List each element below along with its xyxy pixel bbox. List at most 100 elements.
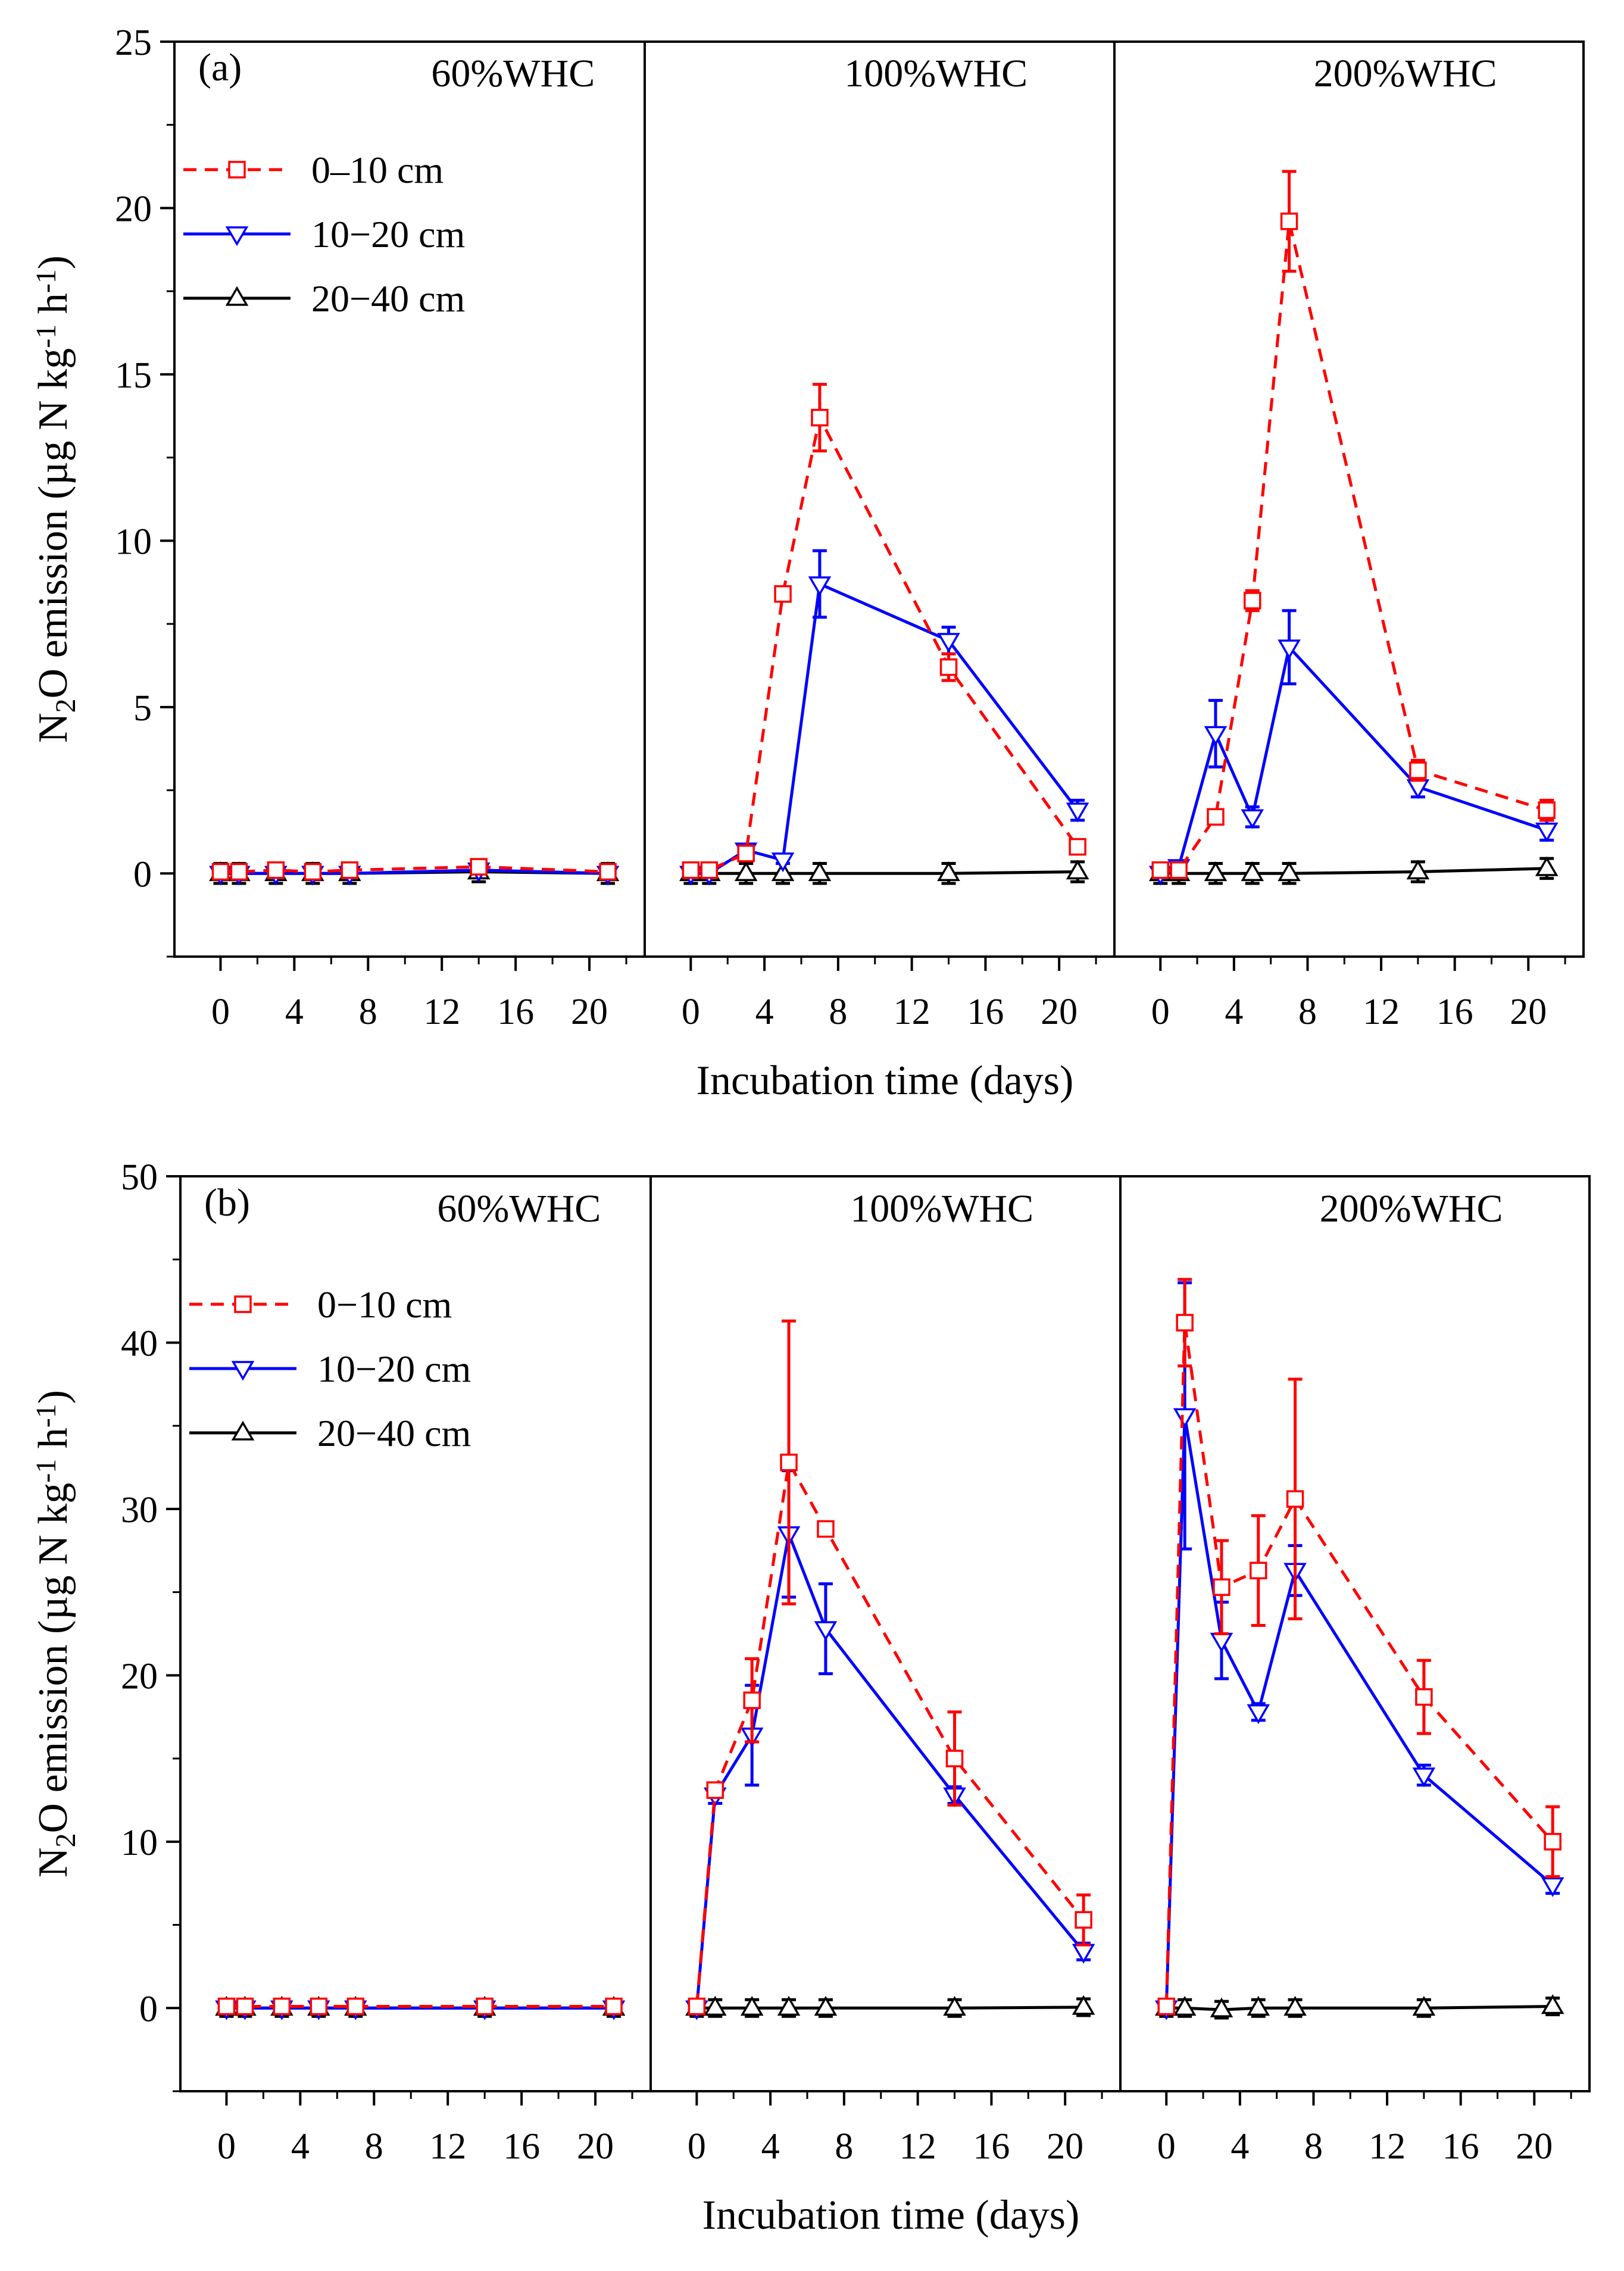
panel-60-pct-whc: 60%WHC 0 4 8 12 16 20 bbox=[215, 1187, 633, 2167]
x-tick-label: 8 bbox=[1304, 2126, 1323, 2167]
x-tick-label: 12 bbox=[1363, 992, 1400, 1032]
data-point bbox=[1213, 1578, 1231, 1597]
y-tick-label: 10 bbox=[115, 521, 152, 562]
panel-200-pct-whc: 200%WHC 0 4 8 12 16 20 bbox=[1148, 52, 1566, 1032]
data-point bbox=[682, 861, 700, 879]
panel-200-pct-whc: 200%WHC 0 4 8 12 16 20 bbox=[1154, 1187, 1572, 2167]
x-tick-label: 0 bbox=[1157, 2126, 1176, 2167]
y-tick-label: 20 bbox=[121, 1656, 158, 1697]
x-tick-label: 4 bbox=[1231, 2126, 1249, 2167]
x-tick-label: 8 bbox=[365, 2126, 383, 2167]
y-tick-label: 20 bbox=[115, 189, 152, 229]
data-point bbox=[1066, 860, 1089, 880]
legend: 0−10 cm 10−20 cm 20−40 cm bbox=[189, 1283, 471, 1454]
x-tick-label: 20 bbox=[1510, 992, 1547, 1032]
data-point bbox=[1406, 860, 1430, 880]
series-20-40-cm bbox=[685, 1995, 1095, 2018]
series-0-10-cm bbox=[1157, 1277, 1561, 2016]
plot-frame bbox=[173, 40, 1585, 958]
series-line bbox=[1164, 1414, 1554, 2008]
data-point bbox=[943, 1995, 966, 2016]
x-tick-label: 12 bbox=[1369, 2126, 1406, 2167]
y-tick-label: 40 bbox=[121, 1323, 158, 1364]
x-tick-label: 0 bbox=[688, 2126, 706, 2167]
data-point bbox=[273, 1997, 291, 2016]
x-tick-label: 12 bbox=[429, 2126, 466, 2167]
data-point bbox=[743, 1691, 761, 1710]
x-tick-label: 16 bbox=[503, 2126, 540, 2167]
x-axis-title: Incubation time (days) bbox=[697, 1058, 1074, 1104]
data-point bbox=[1412, 1767, 1436, 1788]
x-tick-label: 12 bbox=[900, 2126, 936, 2167]
panel-title: 100%WHC bbox=[844, 52, 1028, 95]
x-axis-title: Incubation time (days) bbox=[702, 2192, 1080, 2238]
data-point bbox=[814, 1995, 838, 2016]
data-point bbox=[817, 1520, 835, 1538]
data-point bbox=[704, 1995, 727, 2016]
data-point bbox=[1412, 1995, 1436, 2016]
data-point bbox=[1173, 1995, 1197, 2016]
data-point bbox=[1250, 1561, 1267, 1580]
data-point bbox=[346, 1997, 365, 2016]
data-point bbox=[740, 1995, 764, 2016]
legend-label: 10−20 cm bbox=[311, 213, 465, 255]
data-point bbox=[1538, 801, 1556, 819]
x-tick-label: 4 bbox=[755, 992, 774, 1032]
data-point bbox=[1409, 761, 1427, 779]
data-point bbox=[771, 852, 795, 873]
legend-label: 20−40 cm bbox=[317, 1412, 471, 1454]
chart-a: 0 5 10 15 20 25 N2O emission (µg N kg-1 h-1) In… bbox=[30, 23, 1585, 1104]
data-point bbox=[1176, 1314, 1194, 1332]
data-point bbox=[267, 861, 285, 879]
data-point bbox=[217, 1997, 236, 2016]
x-tick-label: 20 bbox=[1047, 2126, 1083, 2167]
data-point bbox=[1247, 1704, 1270, 1725]
legend-label: 0–10 cm bbox=[311, 149, 444, 191]
data-point bbox=[310, 1997, 328, 2016]
x-tick-label: 12 bbox=[423, 992, 460, 1032]
data-point bbox=[1541, 1994, 1564, 2014]
data-point bbox=[1069, 838, 1086, 856]
panel-title: 60%WHC bbox=[431, 52, 595, 95]
data-point bbox=[1280, 213, 1298, 230]
data-point bbox=[808, 576, 832, 596]
data-point bbox=[777, 1995, 801, 2016]
series-line bbox=[1160, 645, 1547, 875]
y-tick-label: 5 bbox=[133, 688, 152, 729]
data-point bbox=[1278, 639, 1301, 660]
legend-marker bbox=[228, 161, 246, 179]
x-tick-label: 4 bbox=[761, 2126, 780, 2167]
data-point bbox=[470, 858, 488, 876]
x-tick-label: 4 bbox=[1225, 992, 1243, 1032]
legend: 0–10 cm 10−20 cm 20−40 cm bbox=[183, 149, 465, 320]
data-point bbox=[1072, 1995, 1095, 2015]
series-20-40-cm bbox=[1148, 856, 1559, 885]
x-tick-label: 20 bbox=[1516, 2126, 1553, 2167]
panel-label: (a) bbox=[198, 46, 242, 89]
x-tick-label: 8 bbox=[1298, 992, 1317, 1032]
x-tick-label: 16 bbox=[1436, 992, 1473, 1032]
data-point bbox=[1247, 1995, 1270, 2016]
legend-label: 20−40 cm bbox=[311, 277, 465, 320]
x-tick-label: 4 bbox=[291, 2126, 310, 2167]
legend-marker bbox=[231, 1361, 255, 1381]
data-point bbox=[1173, 1408, 1197, 1428]
legend-marker bbox=[225, 286, 249, 306]
data-point bbox=[1535, 856, 1559, 876]
y-tick-label: 30 bbox=[121, 1490, 158, 1530]
data-point bbox=[1075, 1911, 1092, 1929]
data-point bbox=[236, 1997, 254, 2016]
data-point bbox=[605, 1997, 623, 2016]
x-tick-label: 4 bbox=[285, 992, 304, 1032]
data-point bbox=[1283, 1995, 1307, 2016]
data-point bbox=[700, 861, 719, 879]
data-point bbox=[1241, 809, 1264, 829]
series-0-10-cm bbox=[217, 1997, 623, 2016]
data-point bbox=[1170, 861, 1188, 879]
series-10-20-cm bbox=[685, 1469, 1095, 2020]
y-axis-title: N2O emission (µg N kg-1 h-1) bbox=[30, 1390, 82, 1878]
data-point bbox=[211, 863, 230, 881]
x-tick-label: 20 bbox=[1041, 992, 1078, 1032]
x-tick-label: 12 bbox=[894, 992, 930, 1032]
legend-label: 0−10 cm bbox=[317, 1283, 452, 1326]
